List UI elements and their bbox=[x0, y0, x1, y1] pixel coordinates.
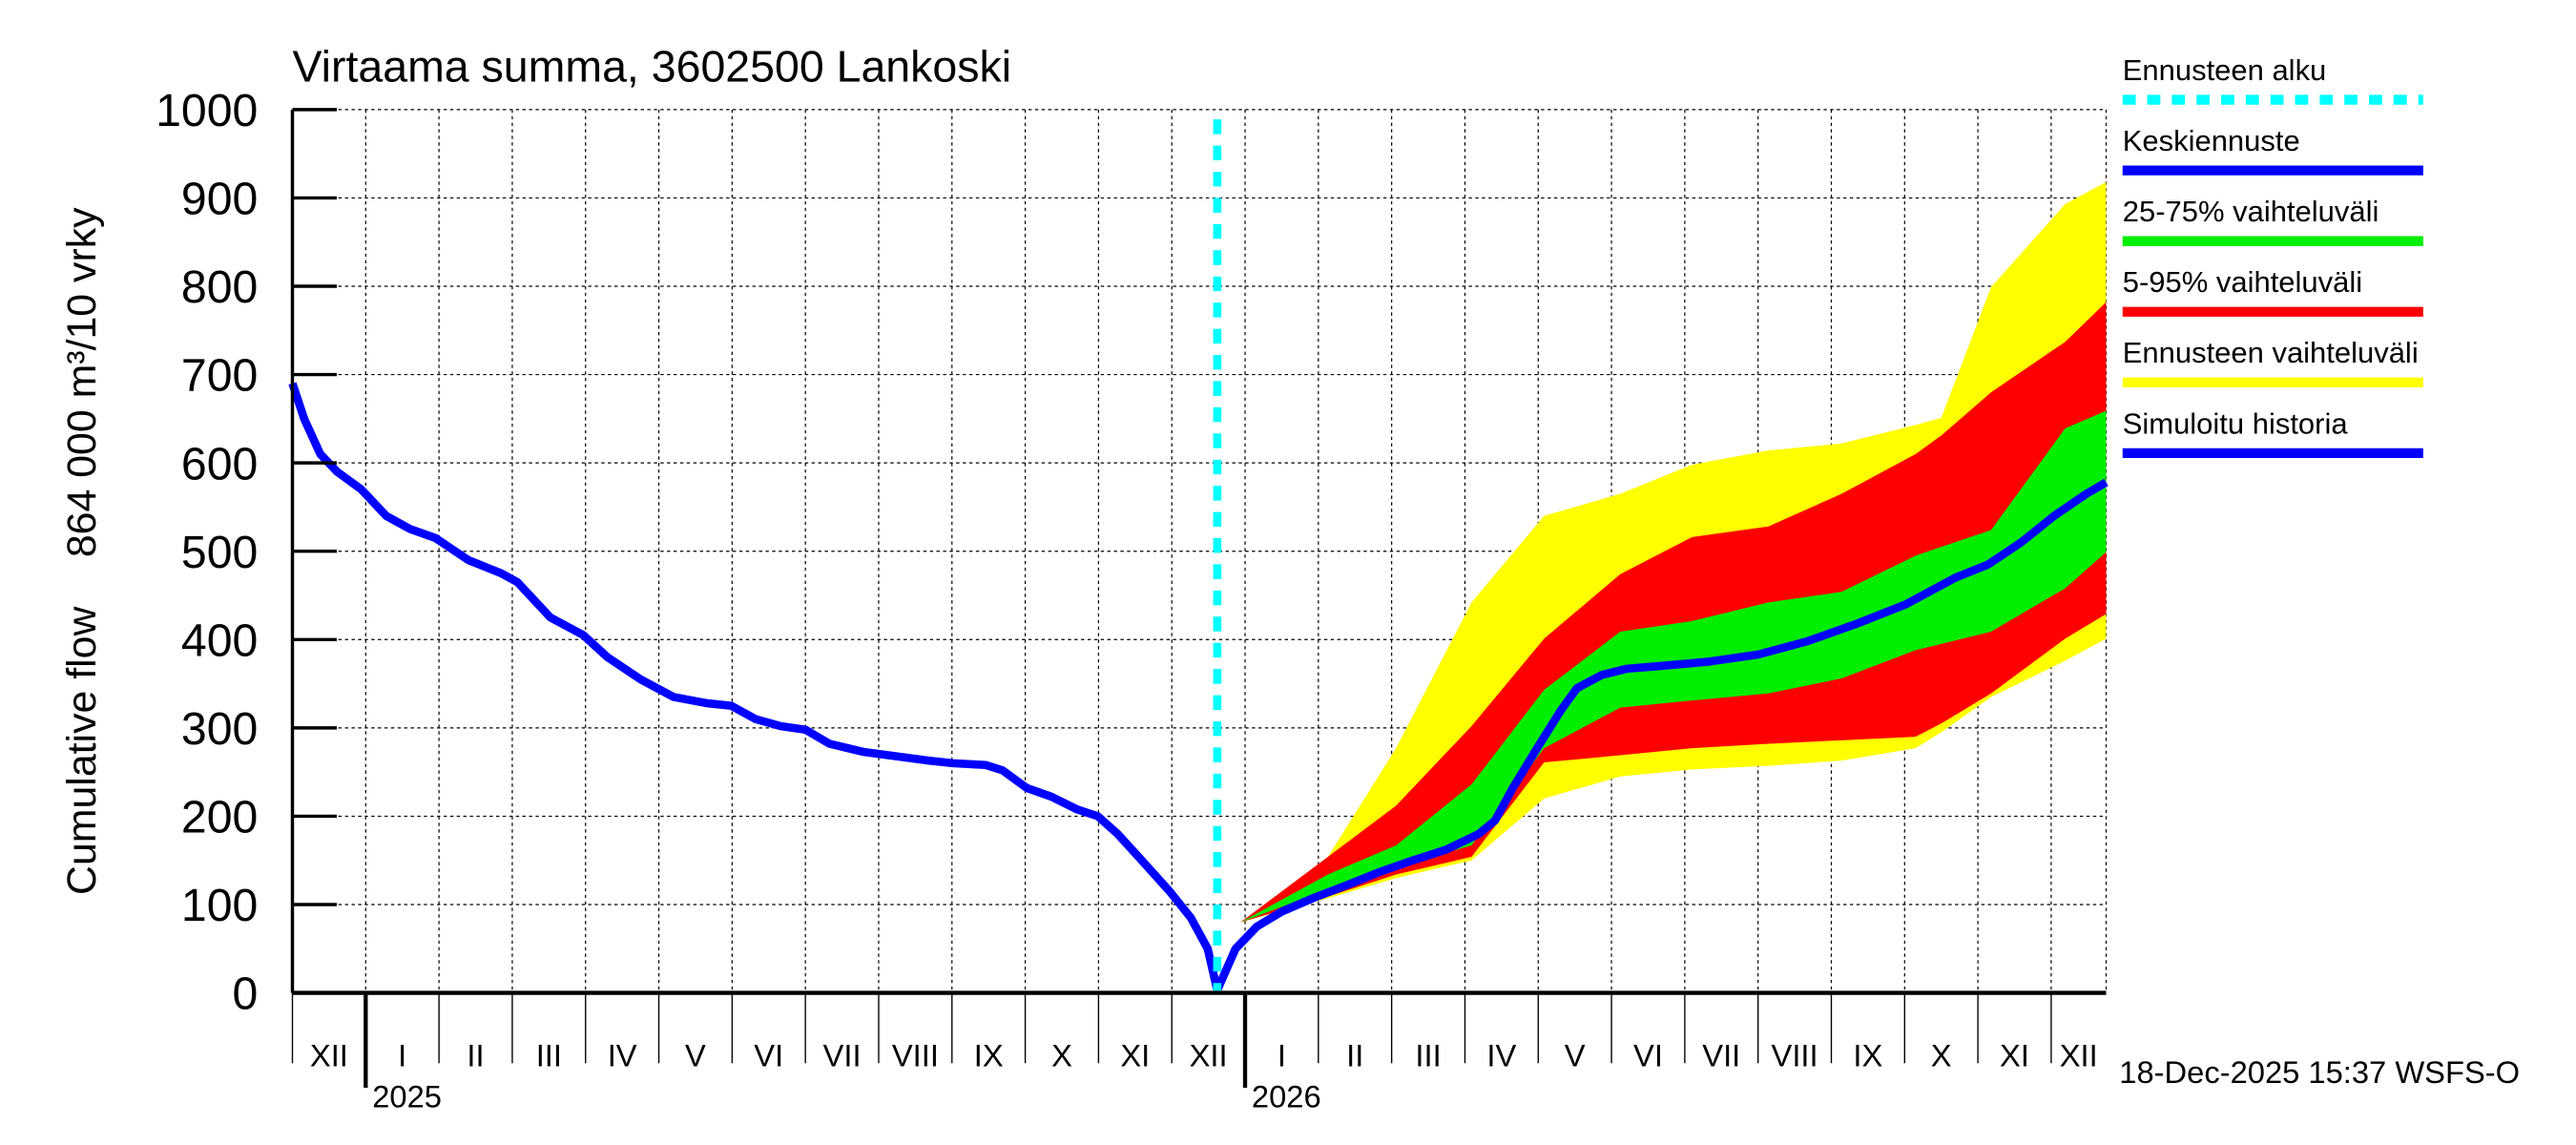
legend-label: 25-75% vaihteluväli bbox=[2123, 195, 2379, 228]
history-line bbox=[288, 382, 1222, 991]
legend-label: Ennusteen alku bbox=[2123, 53, 2327, 87]
month-label: XII bbox=[2060, 1038, 2098, 1073]
y-tick-label: 600 bbox=[181, 438, 258, 489]
month-label: IV bbox=[1486, 1038, 1516, 1073]
y-tick-label: 300 bbox=[181, 703, 258, 755]
timestamp: 18-Dec-2025 15:37 WSFS-O bbox=[2119, 1054, 2520, 1090]
band-25-75-vaihteluv-li bbox=[1216, 410, 2107, 990]
month-label: IV bbox=[608, 1038, 637, 1073]
y-tick-label: 100 bbox=[181, 880, 258, 931]
month-label: I bbox=[398, 1038, 406, 1073]
y-tick-label: 200 bbox=[181, 792, 258, 843]
month-label: X bbox=[1931, 1038, 1952, 1073]
month-label: VIII bbox=[1772, 1038, 1818, 1073]
month-label: II bbox=[1346, 1038, 1363, 1073]
y-tick-label: 500 bbox=[181, 527, 258, 578]
month-label: IX bbox=[974, 1038, 1004, 1073]
month-label: III bbox=[536, 1038, 562, 1073]
y-axis-label-main: Cumulative flow bbox=[59, 606, 105, 895]
y-tick-label: 0 bbox=[233, 968, 259, 1020]
month-label: VI bbox=[754, 1038, 783, 1073]
forecast-bands bbox=[1216, 181, 2107, 990]
month-label: XII bbox=[1190, 1038, 1228, 1073]
y-tick-label: 700 bbox=[181, 350, 258, 402]
month-label: IX bbox=[1853, 1038, 1882, 1073]
chart-title: Virtaama summa, 3602500 Lankoski bbox=[293, 42, 1012, 92]
y-axis-label-unit: 864 000 m³/10 vrky bbox=[59, 207, 105, 557]
month-label: VII bbox=[1702, 1038, 1740, 1073]
y-tick-label: 400 bbox=[181, 615, 258, 667]
year-label: 2025 bbox=[372, 1079, 442, 1114]
legend-label: 5-95% vaihteluväli bbox=[2123, 265, 2362, 299]
y-tick-label: 900 bbox=[181, 174, 258, 225]
legend-label: Ennusteen vaihteluväli bbox=[2123, 336, 2419, 369]
month-label: X bbox=[1051, 1038, 1072, 1073]
grid bbox=[292, 109, 2108, 993]
month-label: XII bbox=[310, 1038, 348, 1073]
legend-label: Keskiennuste bbox=[2123, 124, 2300, 157]
median-forecast-line bbox=[1213, 478, 2109, 992]
month-label: VII bbox=[823, 1038, 862, 1073]
series-lines bbox=[288, 119, 2109, 993]
month-label: VIII bbox=[892, 1038, 939, 1073]
y-axis-label: Cumulative flow 864 000 m³/10 vrky bbox=[59, 207, 105, 895]
month-label: I bbox=[1278, 1038, 1286, 1073]
y-tick-label: 1000 bbox=[156, 85, 258, 136]
month-label: XI bbox=[2000, 1038, 2029, 1073]
month-label: V bbox=[1565, 1038, 1586, 1073]
y-tick-label: 800 bbox=[181, 261, 258, 313]
legend: Ennusteen alku Keskiennuste 25-75% vaihtel… bbox=[2123, 53, 2423, 458]
legend-label: Simuloitu historia bbox=[2123, 406, 2349, 440]
year-label: 2026 bbox=[1252, 1079, 1321, 1114]
month-label: XI bbox=[1120, 1038, 1150, 1073]
month-label: V bbox=[685, 1038, 706, 1073]
month-label: III bbox=[1415, 1038, 1441, 1073]
month-label: II bbox=[467, 1038, 484, 1073]
month-label: VI bbox=[1633, 1038, 1663, 1073]
